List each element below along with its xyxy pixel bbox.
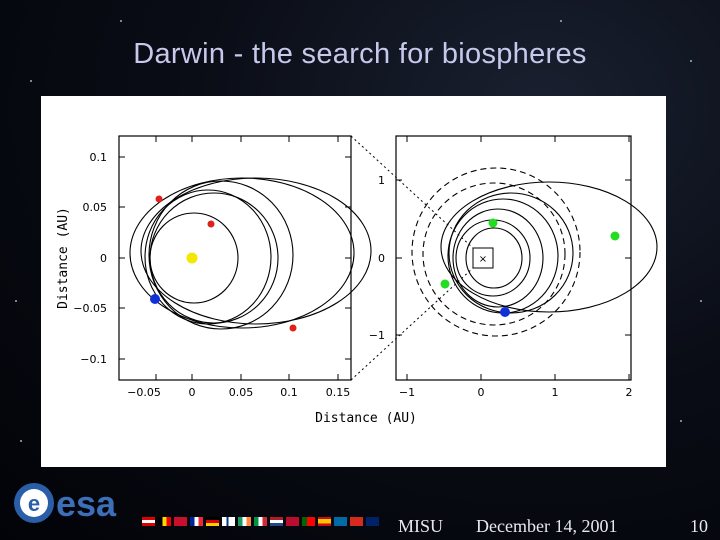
left-x-tick: 0 [189, 386, 196, 399]
zoom-connectors [350, 135, 474, 381]
left-y-tick: 0.05 [83, 201, 108, 214]
planet-red [155, 195, 163, 203]
planet-green [610, 231, 620, 241]
planet-red [289, 324, 297, 332]
right-x-tick: −1 [399, 386, 415, 399]
star-dot [680, 420, 682, 422]
star-dot [560, 20, 562, 22]
star-dot [30, 80, 32, 82]
flag-icon [254, 517, 267, 526]
svg-text:e: e [28, 491, 40, 516]
flag-icon [366, 517, 379, 526]
right-plot: × 1 0 −1 −1 0 1 2 [369, 135, 658, 399]
flag-icon [334, 517, 347, 526]
flag-icon [318, 517, 331, 526]
right-plot-frame [395, 135, 632, 381]
left-plot: 0.1 0.05 0 −0.05 −0.1 −0.05 0 0.05 0.1 0… [56, 135, 372, 399]
orbit-ellipse [149, 192, 279, 324]
flag-icon [270, 517, 283, 526]
habitable-zone-outer [411, 167, 581, 337]
flag-icon [174, 517, 187, 526]
orbit-ellipse [140, 177, 372, 325]
flag-icon [350, 517, 363, 526]
planet-green [488, 218, 498, 228]
left-plot-frame [118, 135, 352, 381]
flag-icon [222, 517, 235, 526]
left-orbits [129, 177, 372, 330]
footer-org: MISU [398, 516, 444, 536]
flag-icon [142, 517, 155, 526]
flag-icon [206, 517, 219, 526]
right-tick-labels: 1 0 −1 −1 0 1 2 [369, 174, 633, 399]
right-x-tick: 2 [626, 386, 633, 399]
esa-logo: e esa [12, 480, 142, 531]
planet-green [440, 279, 450, 289]
left-y-tick: 0.1 [90, 151, 108, 164]
footer-date: December 14, 2001 [476, 516, 618, 536]
right-x-tick: 0 [478, 386, 485, 399]
star-dot [690, 60, 692, 62]
star-marker-right: × [479, 254, 487, 265]
right-plot-ticks [396, 136, 631, 380]
left-plot-ticks [119, 136, 351, 380]
page-number: 10 [690, 516, 708, 536]
left-x-tick: 0.05 [229, 386, 254, 399]
left-tick-labels: 0.1 0.05 0 −0.05 −0.1 −0.05 0 0.05 0.1 0… [73, 151, 350, 399]
right-y-tick: 1 [378, 174, 385, 187]
right-y-tick: 0 [378, 252, 385, 265]
left-x-tick: 0.15 [326, 386, 351, 399]
flag-icon [238, 517, 251, 526]
left-x-tick: −0.05 [127, 386, 161, 399]
star-dot [700, 300, 702, 302]
planet-blue [150, 294, 160, 304]
orbit-ellipse [465, 227, 523, 289]
logo-text: esa [56, 483, 117, 524]
orbit-ellipse [440, 181, 658, 313]
left-y-tick: −0.1 [80, 353, 107, 366]
flag-icon [158, 517, 171, 526]
flag-icon [190, 517, 203, 526]
left-y-tick: −0.05 [73, 302, 107, 315]
planet-red [207, 220, 215, 228]
x-axis-label: Distance (AU) [315, 411, 417, 426]
star-dot [15, 300, 17, 302]
flag-icon [302, 517, 315, 526]
flag-icon [286, 517, 299, 526]
left-x-tick: 0.1 [280, 386, 298, 399]
orbit-ellipse [452, 208, 544, 308]
star-marker-left [186, 252, 198, 264]
right-orbits [440, 181, 658, 314]
star-dot [120, 20, 122, 22]
star-dot [20, 440, 22, 442]
left-y-tick: 0 [100, 252, 107, 265]
orbit-figure-svg: 0.1 0.05 0 −0.05 −0.1 −0.05 0 0.05 0.1 0… [56, 135, 658, 426]
y-axis-label: Distance (AU) [56, 207, 71, 309]
planet-blue [500, 307, 510, 317]
orbit-figure: 0.1 0.05 0 −0.05 −0.1 −0.05 0 0.05 0.1 0… [41, 96, 666, 467]
slide-title: Darwin - the search for biospheres [133, 38, 587, 70]
zoom-box [472, 247, 494, 269]
habitable-zone-inner [422, 182, 566, 326]
orbit-ellipse [448, 192, 574, 314]
right-x-tick: 1 [552, 386, 559, 399]
orbit-ellipse [447, 198, 559, 314]
right-y-tick: −1 [369, 329, 385, 342]
